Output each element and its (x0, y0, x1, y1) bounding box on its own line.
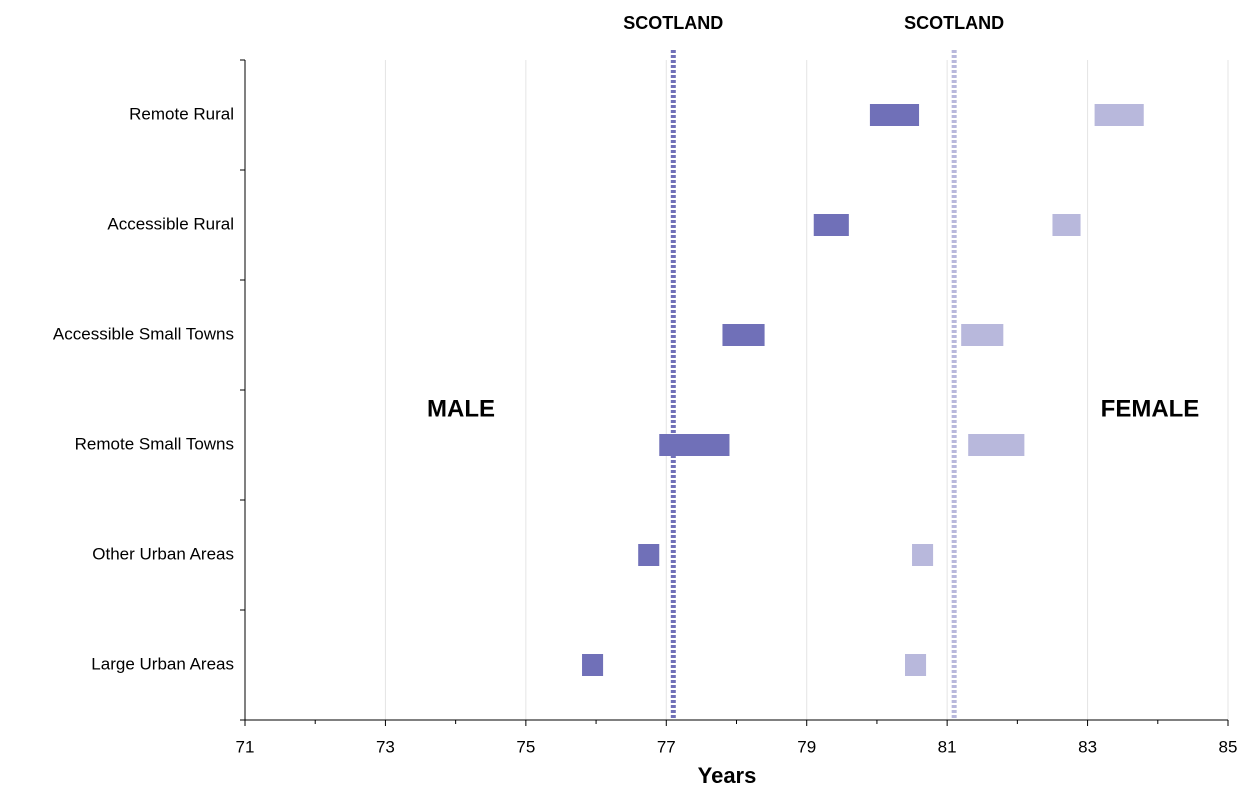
range-bar (582, 654, 604, 676)
range-bar (1094, 104, 1144, 126)
range-bar (905, 654, 927, 676)
x-tick-label: 75 (516, 737, 535, 756)
y-tick-label: Large Urban Areas (91, 654, 234, 673)
range-bar (869, 104, 920, 126)
range-bar (912, 544, 934, 566)
x-tick-label: 77 (657, 737, 676, 756)
reference-label: SCOTLAND (623, 13, 723, 33)
series-label: MALE (427, 395, 495, 422)
x-tick-label: 79 (797, 737, 816, 756)
range-bar (722, 324, 765, 346)
y-tick-label: Accessible Rural (107, 214, 234, 233)
range-bar (638, 544, 660, 566)
y-tick-label: Other Urban Areas (92, 544, 234, 563)
range-bar (659, 434, 730, 456)
range-bar (813, 214, 849, 236)
y-tick-label: Accessible Small Towns (53, 324, 234, 343)
series-label: FEMALE (1101, 395, 1200, 422)
range-bar (968, 434, 1025, 456)
y-tick-label: Remote Rural (129, 104, 234, 123)
x-axis-label: Years (698, 763, 757, 787)
x-tick-label: 81 (938, 737, 957, 756)
x-tick-label: 71 (236, 737, 255, 756)
x-tick-label: 83 (1078, 737, 1097, 756)
y-tick-label: Remote Small Towns (75, 434, 234, 453)
range-bar (961, 324, 1004, 346)
x-tick-label: 85 (1219, 737, 1238, 756)
x-tick-label: 73 (376, 737, 395, 756)
reference-label: SCOTLAND (904, 13, 1004, 33)
range-bar (1052, 214, 1081, 236)
